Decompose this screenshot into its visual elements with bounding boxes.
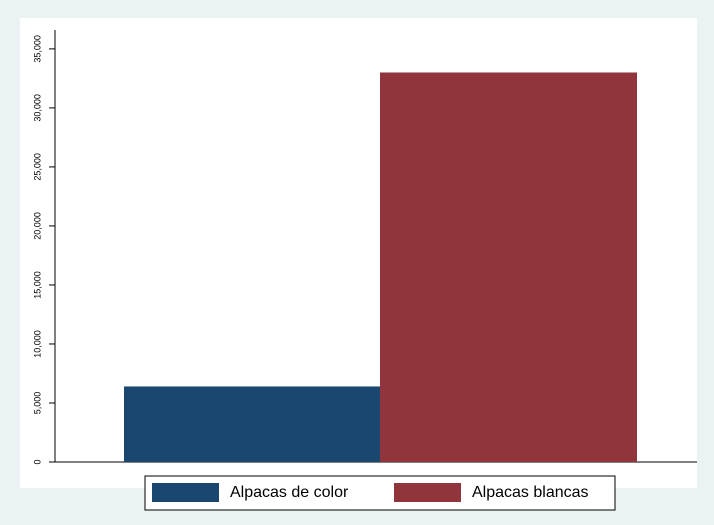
y-tick-label: 10,000 — [32, 330, 42, 358]
y-tick-label: 5,000 — [32, 392, 42, 415]
y-tick-label: 15,000 — [32, 271, 42, 299]
bar — [380, 72, 637, 462]
y-tick-label: 25,000 — [32, 153, 42, 181]
y-tick-label: 20,000 — [32, 212, 42, 240]
y-tick-label: 30,000 — [32, 94, 42, 122]
y-tick-label: 35,000 — [32, 35, 42, 63]
legend — [144, 475, 616, 511]
legend-swatch — [394, 483, 461, 502]
legend-swatch — [152, 483, 219, 502]
legend-label: Alpacas blancas — [472, 484, 589, 501]
legend-label: Alpacas de color — [230, 484, 349, 501]
y-tick-label: 0 — [32, 459, 42, 464]
bar — [124, 386, 381, 462]
